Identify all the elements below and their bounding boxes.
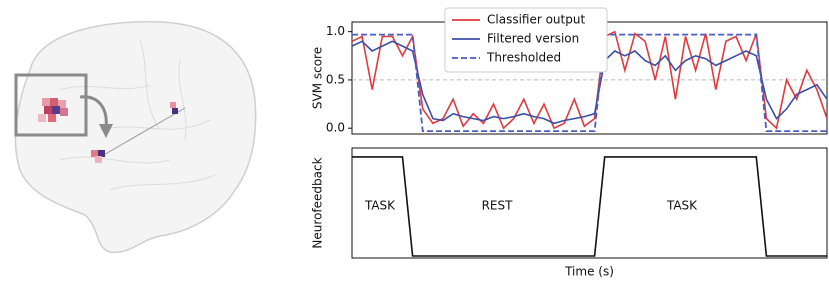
voxel <box>42 98 50 106</box>
legend-label: Thresholded <box>486 51 561 65</box>
voxel <box>98 150 105 157</box>
y-tick-label: 0.0 <box>326 121 345 135</box>
voxel <box>38 114 46 122</box>
axes-frame <box>352 148 827 258</box>
phase-label: REST <box>482 199 514 213</box>
voxel <box>48 114 56 122</box>
y-axis-label: SVM score <box>311 47 325 109</box>
voxel <box>52 106 60 114</box>
legend-label: Classifier output <box>487 13 585 27</box>
series-line <box>352 157 827 256</box>
voxel <box>170 102 176 108</box>
voxel <box>91 150 98 157</box>
brain-illustration <box>15 22 255 253</box>
voxel <box>50 98 58 106</box>
phase-label: TASK <box>666 199 698 213</box>
voxel <box>60 108 68 116</box>
y-axis-label: Neurofeedback <box>311 157 325 248</box>
voxel <box>172 108 178 114</box>
voxel <box>44 106 52 114</box>
figure: 0.0 0.5 1.0SVM score Classifier output Filte… <box>0 0 829 285</box>
y-tick-label: 0.5 <box>326 72 345 86</box>
x-axis-label: Time (s) <box>564 265 614 279</box>
phase-label: TASK <box>364 199 396 213</box>
y-tick-label: 1.0 <box>326 24 345 38</box>
voxel <box>95 156 102 163</box>
legend-label: Filtered version <box>487 32 579 46</box>
